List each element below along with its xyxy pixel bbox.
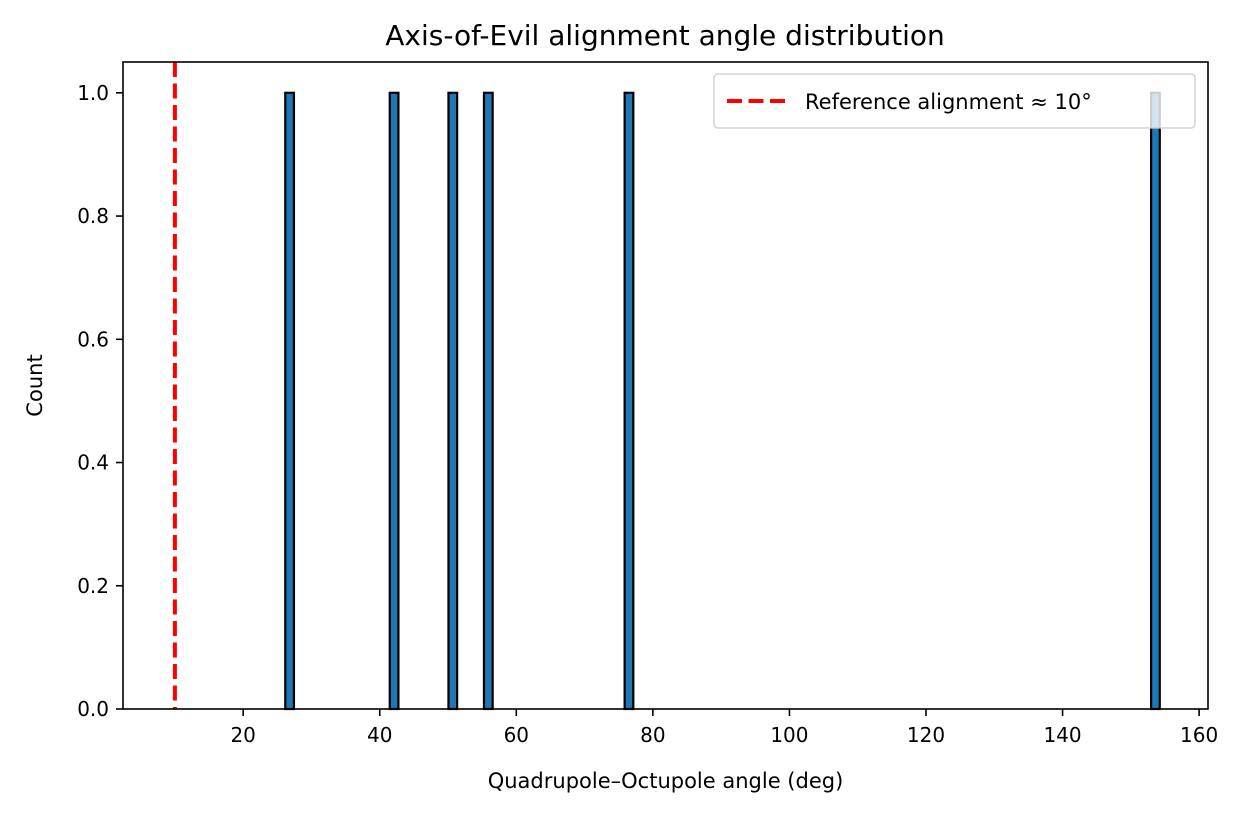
plot-area-frame	[122, 61, 1209, 710]
histogram-bar	[482, 91, 494, 711]
histogram-bar	[623, 91, 635, 711]
legend-box	[713, 73, 1196, 129]
x-tick-label: 60	[504, 723, 529, 747]
y-tick-label: 0.0	[77, 697, 109, 721]
histogram-bar	[284, 91, 296, 711]
legend-label-reference: Reference alignment ≈ 10°	[805, 90, 1092, 114]
y-tick-label: 0.2	[77, 574, 109, 598]
histogram-bar	[447, 91, 459, 711]
x-tick-label: 20	[230, 723, 255, 747]
y-axis-ticks: 0.0 0.2 0.4 0.6 0.8 1.0	[77, 81, 123, 721]
y-tick-label: 0.4	[77, 451, 109, 475]
y-tick-label: 0.8	[77, 204, 109, 228]
histogram-bars	[284, 91, 1161, 711]
y-tick-label: 0.6	[77, 327, 109, 351]
x-tick-label: 100	[770, 723, 808, 747]
x-axis-label: Quadrupole–Octupole angle (deg)	[488, 769, 844, 793]
y-tick-label: 1.0	[77, 81, 109, 105]
x-tick-label: 160	[1180, 723, 1218, 747]
x-axis-ticks: 20 40 60 80 100 120 140 160	[230, 709, 1218, 747]
histogram-bar	[1149, 91, 1161, 711]
x-tick-label: 40	[367, 723, 392, 747]
y-axis-label: Count	[23, 354, 47, 416]
histogram-bar	[388, 91, 400, 711]
legend: Reference alignment ≈ 10°	[713, 73, 1196, 129]
chart-title: Axis-of-Evil alignment angle distributio…	[385, 19, 945, 52]
x-tick-label: 120	[907, 723, 945, 747]
x-tick-label: 140	[1043, 723, 1081, 747]
x-tick-label: 80	[640, 723, 665, 747]
